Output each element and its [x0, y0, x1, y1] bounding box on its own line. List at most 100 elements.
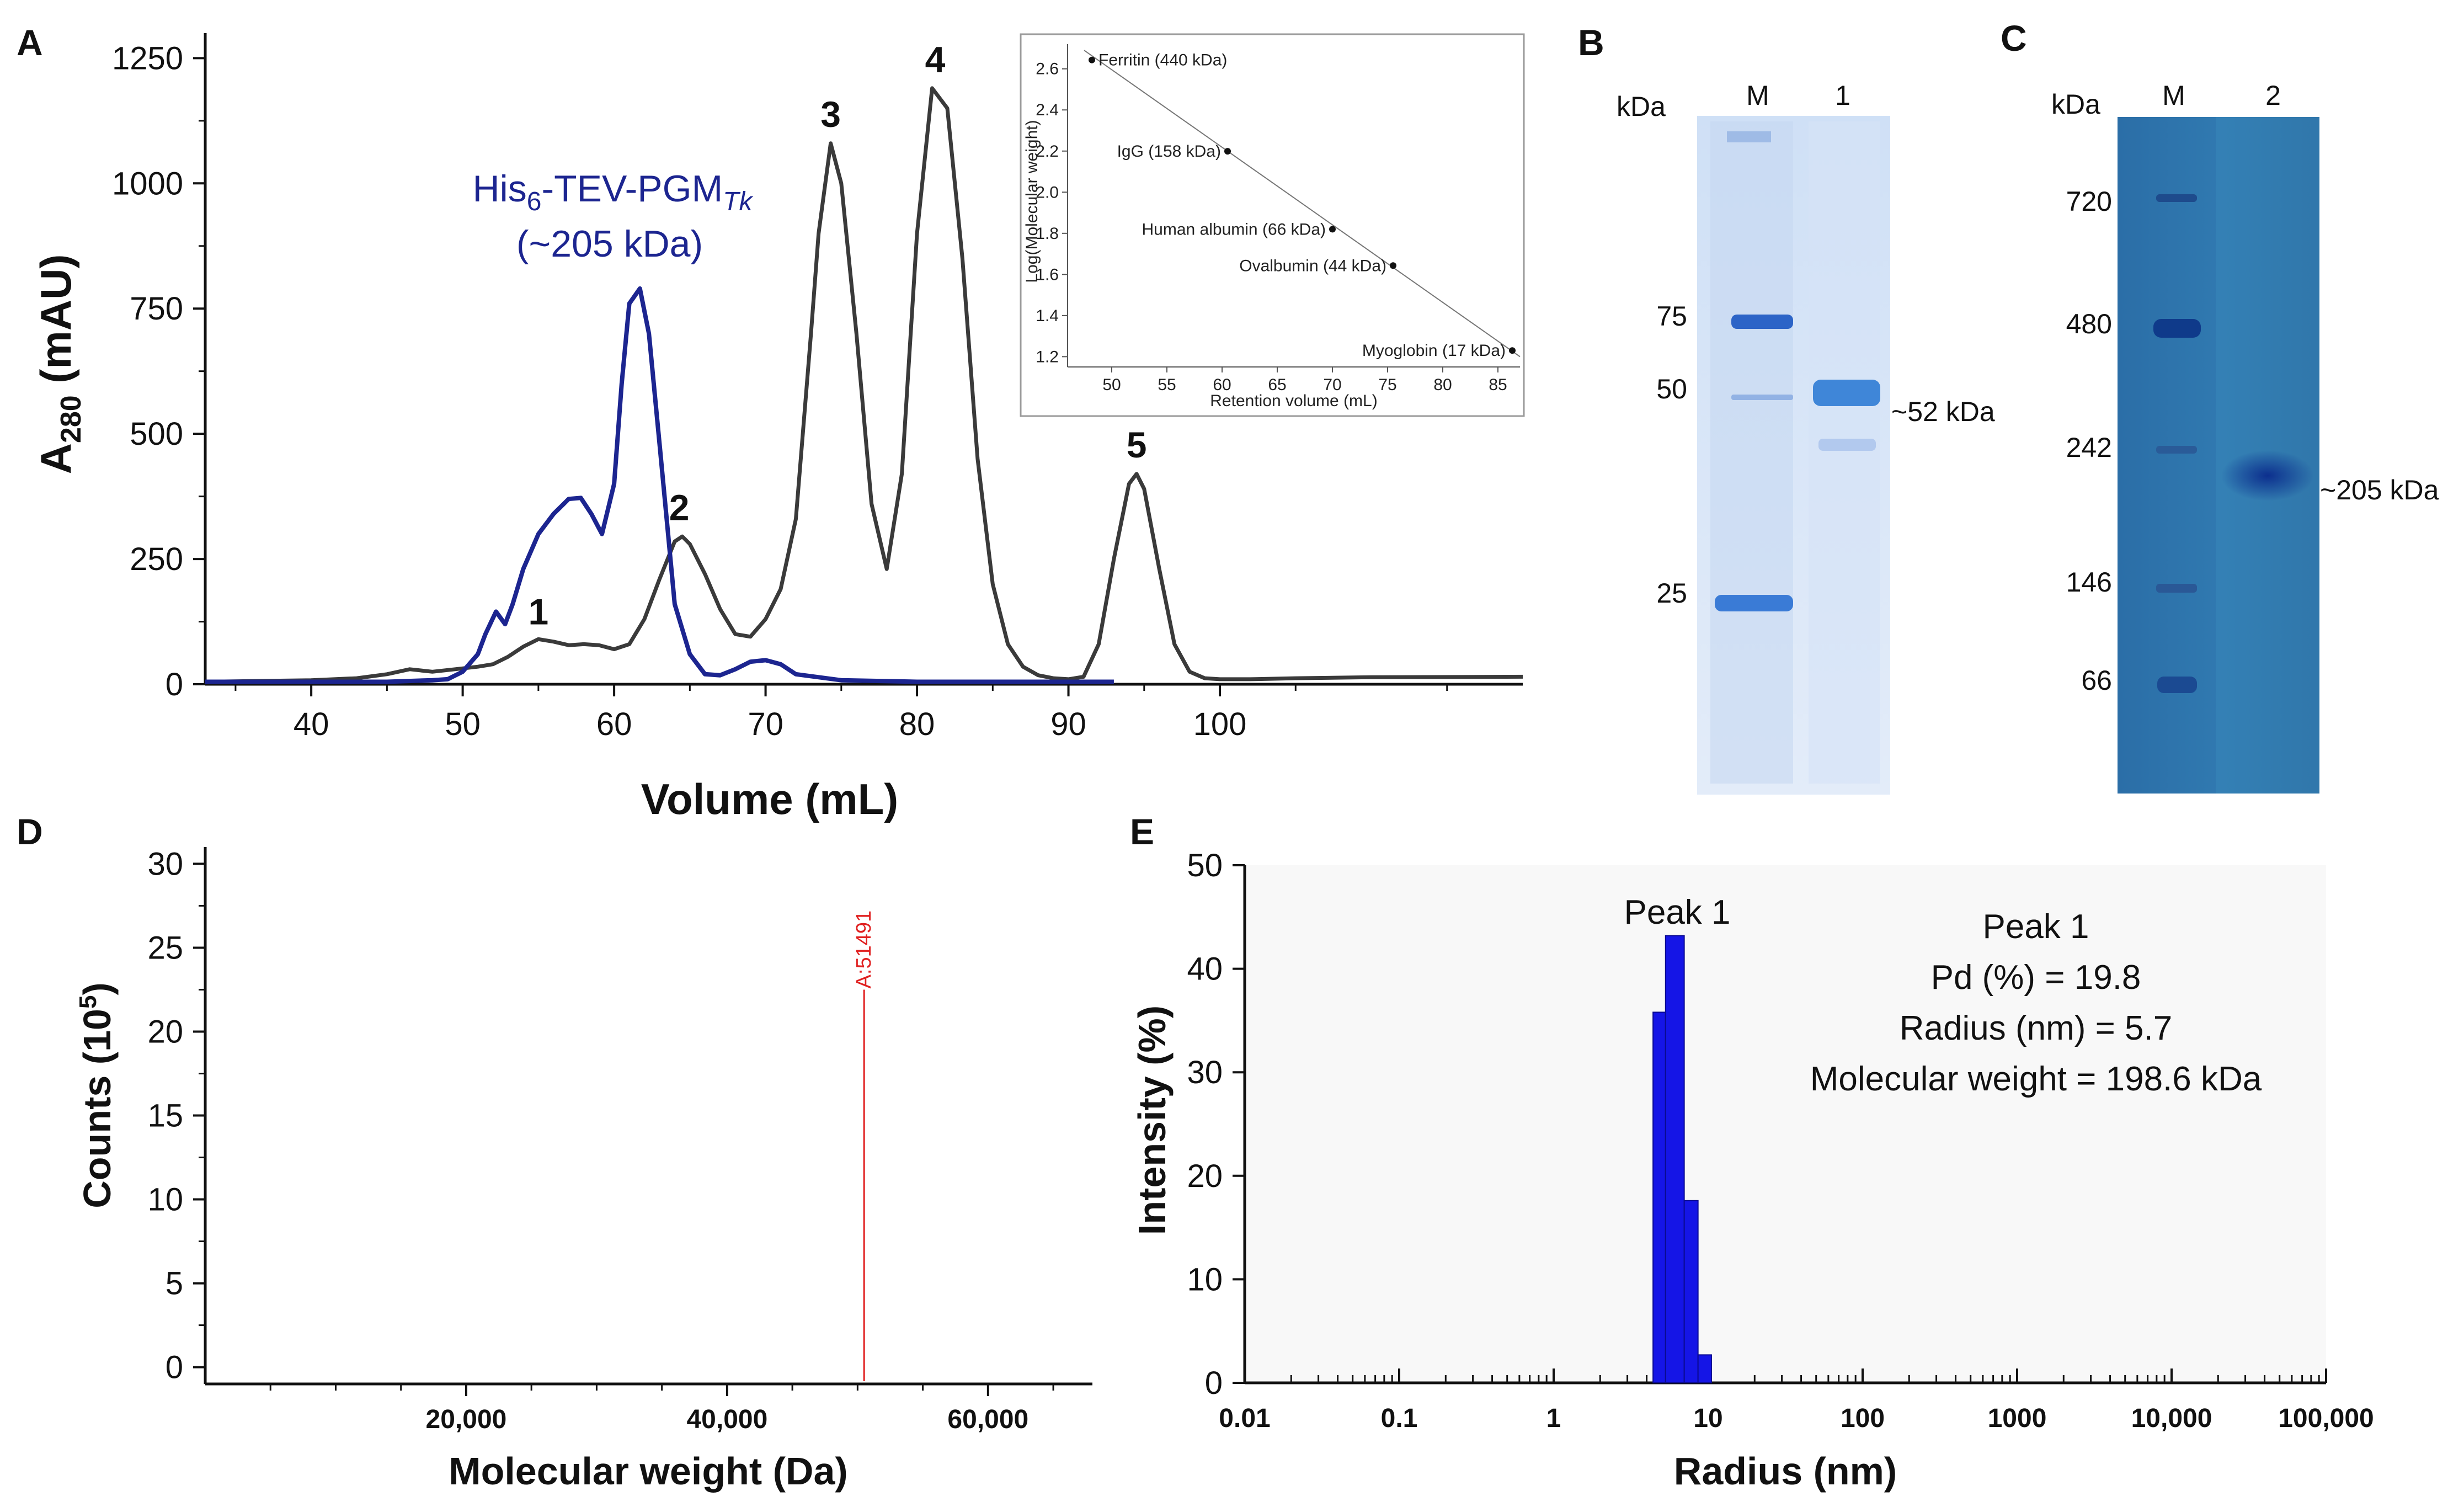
gel-b-marker-75-band	[1731, 315, 1793, 329]
d-y-label: Counts (105)	[74, 982, 119, 1208]
a-y-ticks: 0 250 500 750 1000 1250	[112, 40, 205, 702]
gel-b-lane-1-smear	[1809, 121, 1880, 784]
e-info-line-2: Pd (%) = 19.8	[1931, 958, 2141, 997]
gel-b-lane-m: M	[1746, 80, 1769, 111]
d-x-tick-label: 60,000	[947, 1405, 1028, 1434]
inset-y-tick-label: 2.2	[1036, 142, 1059, 161]
gel-c-marker-480-band	[2153, 319, 2201, 338]
e-x-tick-label: 1	[1546, 1404, 1561, 1433]
panel-letter-b: B	[1578, 22, 1604, 63]
gel-c-marker-242-band	[2156, 446, 2197, 454]
e-y-tick-label: 20	[1187, 1158, 1223, 1194]
a-x-tick-label: 60	[596, 706, 632, 742]
d-y-tick-label: 15	[147, 1098, 183, 1134]
a-y-tick-label: 250	[130, 541, 183, 577]
gel-c-band-label: ~205 kDa	[2320, 475, 2439, 505]
gel-c-marker-146: 146	[2066, 567, 2112, 598]
a-x-tick-label: 80	[899, 706, 935, 742]
inset-point	[1509, 347, 1516, 354]
a-peak-label: 2	[669, 487, 690, 528]
native-page-gel-panel: kDa M 2 720 480 242 146 66 ~205 kDa	[2051, 80, 2439, 794]
e-ticks: 0 10 20 30 40 50 0.01 0.1 1 10 100 1000 10,000 100,00…	[1187, 848, 2374, 1433]
d-x-tick-label: 20,000	[426, 1405, 507, 1434]
inset-x-tick-label: 50	[1102, 376, 1121, 394]
sds-page-gel-panel: kDa M 1 75 50 25 ~52 kDa	[1617, 80, 1995, 795]
gel-c-marker-146-band	[2156, 584, 2197, 593]
gel-b-lane-1: 1	[1835, 80, 1850, 111]
a-y-tick-label: 1000	[112, 166, 183, 201]
inset-x-tick-label: 80	[1433, 376, 1452, 394]
inset-point	[1390, 262, 1396, 269]
a-x-tick-label: 100	[1193, 706, 1247, 742]
gel-b-marker-25-band	[1715, 595, 1793, 611]
mass-spec-panel: 0 5 10 15 20 25 30 20,000 40,000 60,000 A:51491 M…	[74, 846, 1092, 1493]
e-x-tick-label: 1000	[1988, 1404, 2047, 1433]
d-y-tick-label: 20	[147, 1014, 183, 1050]
gel-b-marker-50-band	[1731, 395, 1793, 400]
d-peak: A:51491	[852, 910, 876, 1381]
e-info-line-4: Molecular weight = 198.6 kDa	[1810, 1060, 2262, 1098]
inset-point-label: Myoglobin (17 kDa)	[1362, 342, 1506, 360]
gel-b-sample-band	[1813, 380, 1880, 406]
a-y-tick-label: 500	[130, 416, 183, 452]
inset-ticks: 50 55 60 65 70 75 80 85 1.2 1.4 1.6 1.8 2.0 2.2 2.4 2.6	[1036, 60, 1507, 394]
panel-letter-c: C	[2001, 18, 2027, 58]
gel-c-lane-2: 2	[2265, 80, 2281, 111]
inset-point-label: IgG (158 kDa)	[1117, 142, 1221, 161]
gel-b-band-label: ~52 kDa	[1891, 396, 1995, 427]
d-x-label: Molecular weight (Da)	[449, 1450, 847, 1493]
a-peak-label: 3	[820, 94, 841, 135]
e-info-line-3: Radius (nm) = 5.7	[1900, 1009, 2173, 1047]
inset-x-tick-label: 65	[1268, 376, 1286, 394]
gel-c-lane-m: M	[2162, 80, 2185, 111]
d-ticks: 0 5 10 15 20 25 30 20,000 40,000 60,000	[147, 846, 1054, 1434]
a-peak-label: 1	[529, 591, 549, 632]
inset-x-label: Retention volume (mL)	[1210, 392, 1377, 410]
inset-fit-line	[1084, 50, 1521, 358]
inset-point	[1089, 56, 1095, 63]
inset-y-tick-label: 2.0	[1036, 183, 1059, 201]
inset-y-tick-label: 1.8	[1036, 225, 1059, 243]
e-plot-bg	[1245, 865, 2326, 1383]
dls-panel: 0 10 20 30 40 50 0.01 0.1 1 10 100 1000 10,000 100,00…	[1130, 848, 2374, 1493]
inset-x-tick-label: 85	[1489, 376, 1507, 394]
e-intensity-bar	[1697, 1354, 1712, 1383]
e-intensity-bar	[1683, 1200, 1699, 1383]
e-info-line-1: Peak 1	[1982, 908, 2089, 946]
a-x-tick-label: 90	[1050, 706, 1086, 742]
a-y-tick-label: 0	[166, 667, 183, 702]
e-x-tick-label: 0.1	[1381, 1404, 1418, 1433]
a-x-ticks: 40 50 60 70 80 90 100	[234, 684, 1448, 742]
e-y-label: Intensity (%)	[1130, 1005, 1174, 1235]
gel-b-marker-75: 75	[1656, 301, 1687, 332]
panel-letter-e: E	[1130, 811, 1154, 852]
e-bars	[1652, 935, 1712, 1383]
e-x-tick-label: 100	[1841, 1404, 1885, 1433]
e-y-tick-label: 40	[1187, 951, 1223, 987]
chromatogram-panel: 0 250 500 750 1000 1250 40 50 60 70 80 90 100 1 2 3 4 5…	[31, 33, 1525, 823]
inset-x-tick-label: 60	[1213, 376, 1231, 394]
inset-points: Ferritin (440 kDa) IgG (158 kDa) Human alb…	[1084, 50, 1521, 360]
a-series	[205, 86, 1523, 684]
gel-c-marker-720: 720	[2066, 186, 2112, 217]
inset-y-tick-label: 1.6	[1036, 265, 1059, 284]
a-x-tick-label: 70	[748, 706, 783, 742]
gel-b-marker-25: 25	[1656, 578, 1687, 609]
a-peak-label: 5	[1127, 424, 1147, 465]
e-y-tick-label: 0	[1205, 1365, 1223, 1401]
d-y-tick-label: 5	[166, 1266, 183, 1302]
gel-c-unit: kDa	[2051, 89, 2100, 120]
gel-c-marker-66-band	[2157, 677, 2197, 693]
a-y-tick-label: 750	[130, 291, 183, 327]
gel-c-marker-66: 66	[2081, 665, 2112, 696]
e-y-tick-label: 10	[1187, 1261, 1223, 1297]
a-standards-trace	[205, 86, 1523, 684]
gel-b-lane-m-smear	[1710, 121, 1793, 784]
a-y-tick-label: 1250	[112, 40, 183, 76]
gel-b-well	[1727, 131, 1771, 142]
gel-b-unit: kDa	[1617, 91, 1666, 122]
a-y-label: A280 (mAU)	[31, 254, 87, 475]
inset-x-tick-label: 75	[1378, 376, 1396, 394]
e-y-tick-label: 30	[1187, 1055, 1223, 1090]
